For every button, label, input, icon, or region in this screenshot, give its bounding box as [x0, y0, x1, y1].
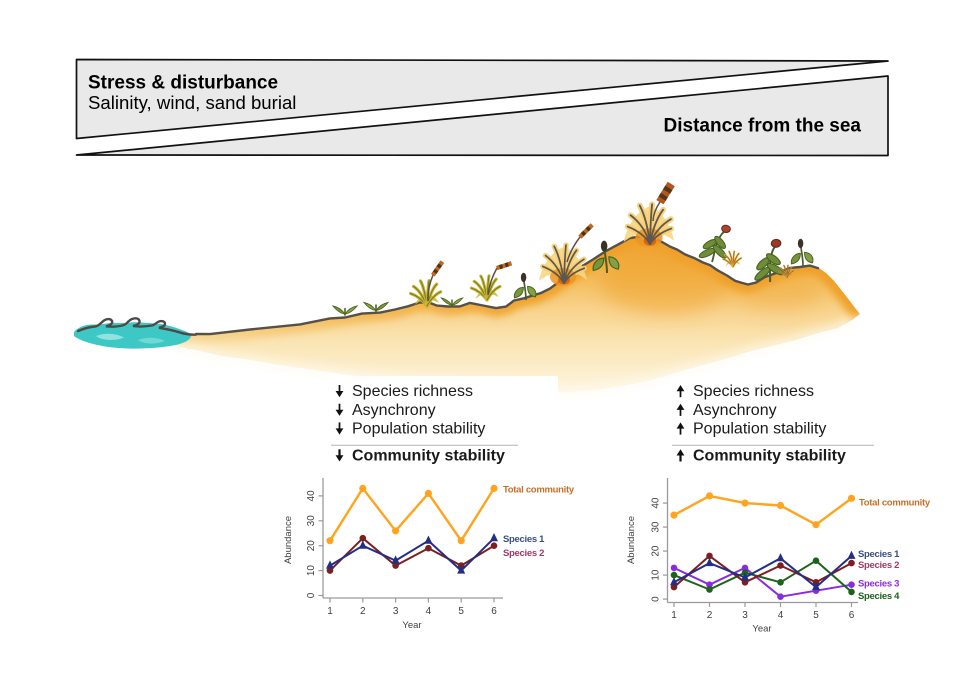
svg-text:40: 40: [651, 497, 662, 509]
svg-text:Distance from the sea: Distance from the sea: [664, 116, 862, 137]
svg-text:Species 2: Species 2: [503, 548, 544, 559]
svg-text:Year: Year: [752, 624, 771, 635]
svg-text:10: 10: [651, 569, 662, 581]
svg-text:4: 4: [426, 606, 432, 617]
svg-text:Total community: Total community: [859, 498, 931, 509]
svg-text:5: 5: [458, 606, 464, 617]
svg-text:2: 2: [707, 610, 713, 621]
svg-text:Stress & disturbance: Stress & disturbance: [88, 73, 278, 94]
svg-text:1: 1: [327, 606, 333, 617]
svg-text:1: 1: [671, 610, 677, 621]
svg-text:Total community: Total community: [503, 485, 575, 496]
svg-text:6: 6: [849, 610, 855, 621]
svg-text:Asynchrony: Asynchrony: [693, 402, 777, 419]
svg-text:Abundance: Abundance: [283, 516, 294, 564]
svg-text:Species richness: Species richness: [693, 383, 814, 400]
svg-text:Species 3: Species 3: [858, 579, 899, 590]
svg-text:20: 20: [306, 540, 317, 552]
svg-text:Year: Year: [402, 620, 421, 631]
svg-text:Population stability: Population stability: [693, 421, 826, 438]
svg-text:30: 30: [306, 515, 317, 527]
svg-text:Species 2: Species 2: [858, 560, 899, 571]
svg-text:5: 5: [813, 610, 819, 621]
svg-text:2: 2: [360, 606, 366, 617]
svg-text:Abundance: Abundance: [626, 516, 637, 564]
svg-text:10: 10: [306, 565, 317, 577]
svg-text:30: 30: [651, 521, 662, 533]
svg-text:Asynchrony: Asynchrony: [352, 402, 436, 419]
svg-text:6: 6: [491, 606, 497, 617]
svg-text:0: 0: [651, 596, 662, 602]
svg-text:Population stability: Population stability: [352, 421, 485, 438]
svg-text:Community stability: Community stability: [352, 448, 505, 465]
svg-text:Species 1: Species 1: [503, 534, 545, 545]
svg-text:Species 4: Species 4: [858, 591, 900, 602]
svg-text:Salinity, wind, sand burial: Salinity, wind, sand burial: [88, 92, 296, 113]
svg-text:Species 1: Species 1: [858, 549, 900, 560]
svg-text:20: 20: [651, 545, 662, 557]
svg-text:3: 3: [742, 610, 748, 621]
svg-text:Species richness: Species richness: [352, 383, 473, 400]
svg-text:40: 40: [306, 490, 317, 502]
svg-text:3: 3: [393, 606, 399, 617]
svg-text:0: 0: [306, 592, 317, 598]
svg-text:Community stability: Community stability: [693, 448, 846, 465]
svg-text:4: 4: [778, 610, 784, 621]
